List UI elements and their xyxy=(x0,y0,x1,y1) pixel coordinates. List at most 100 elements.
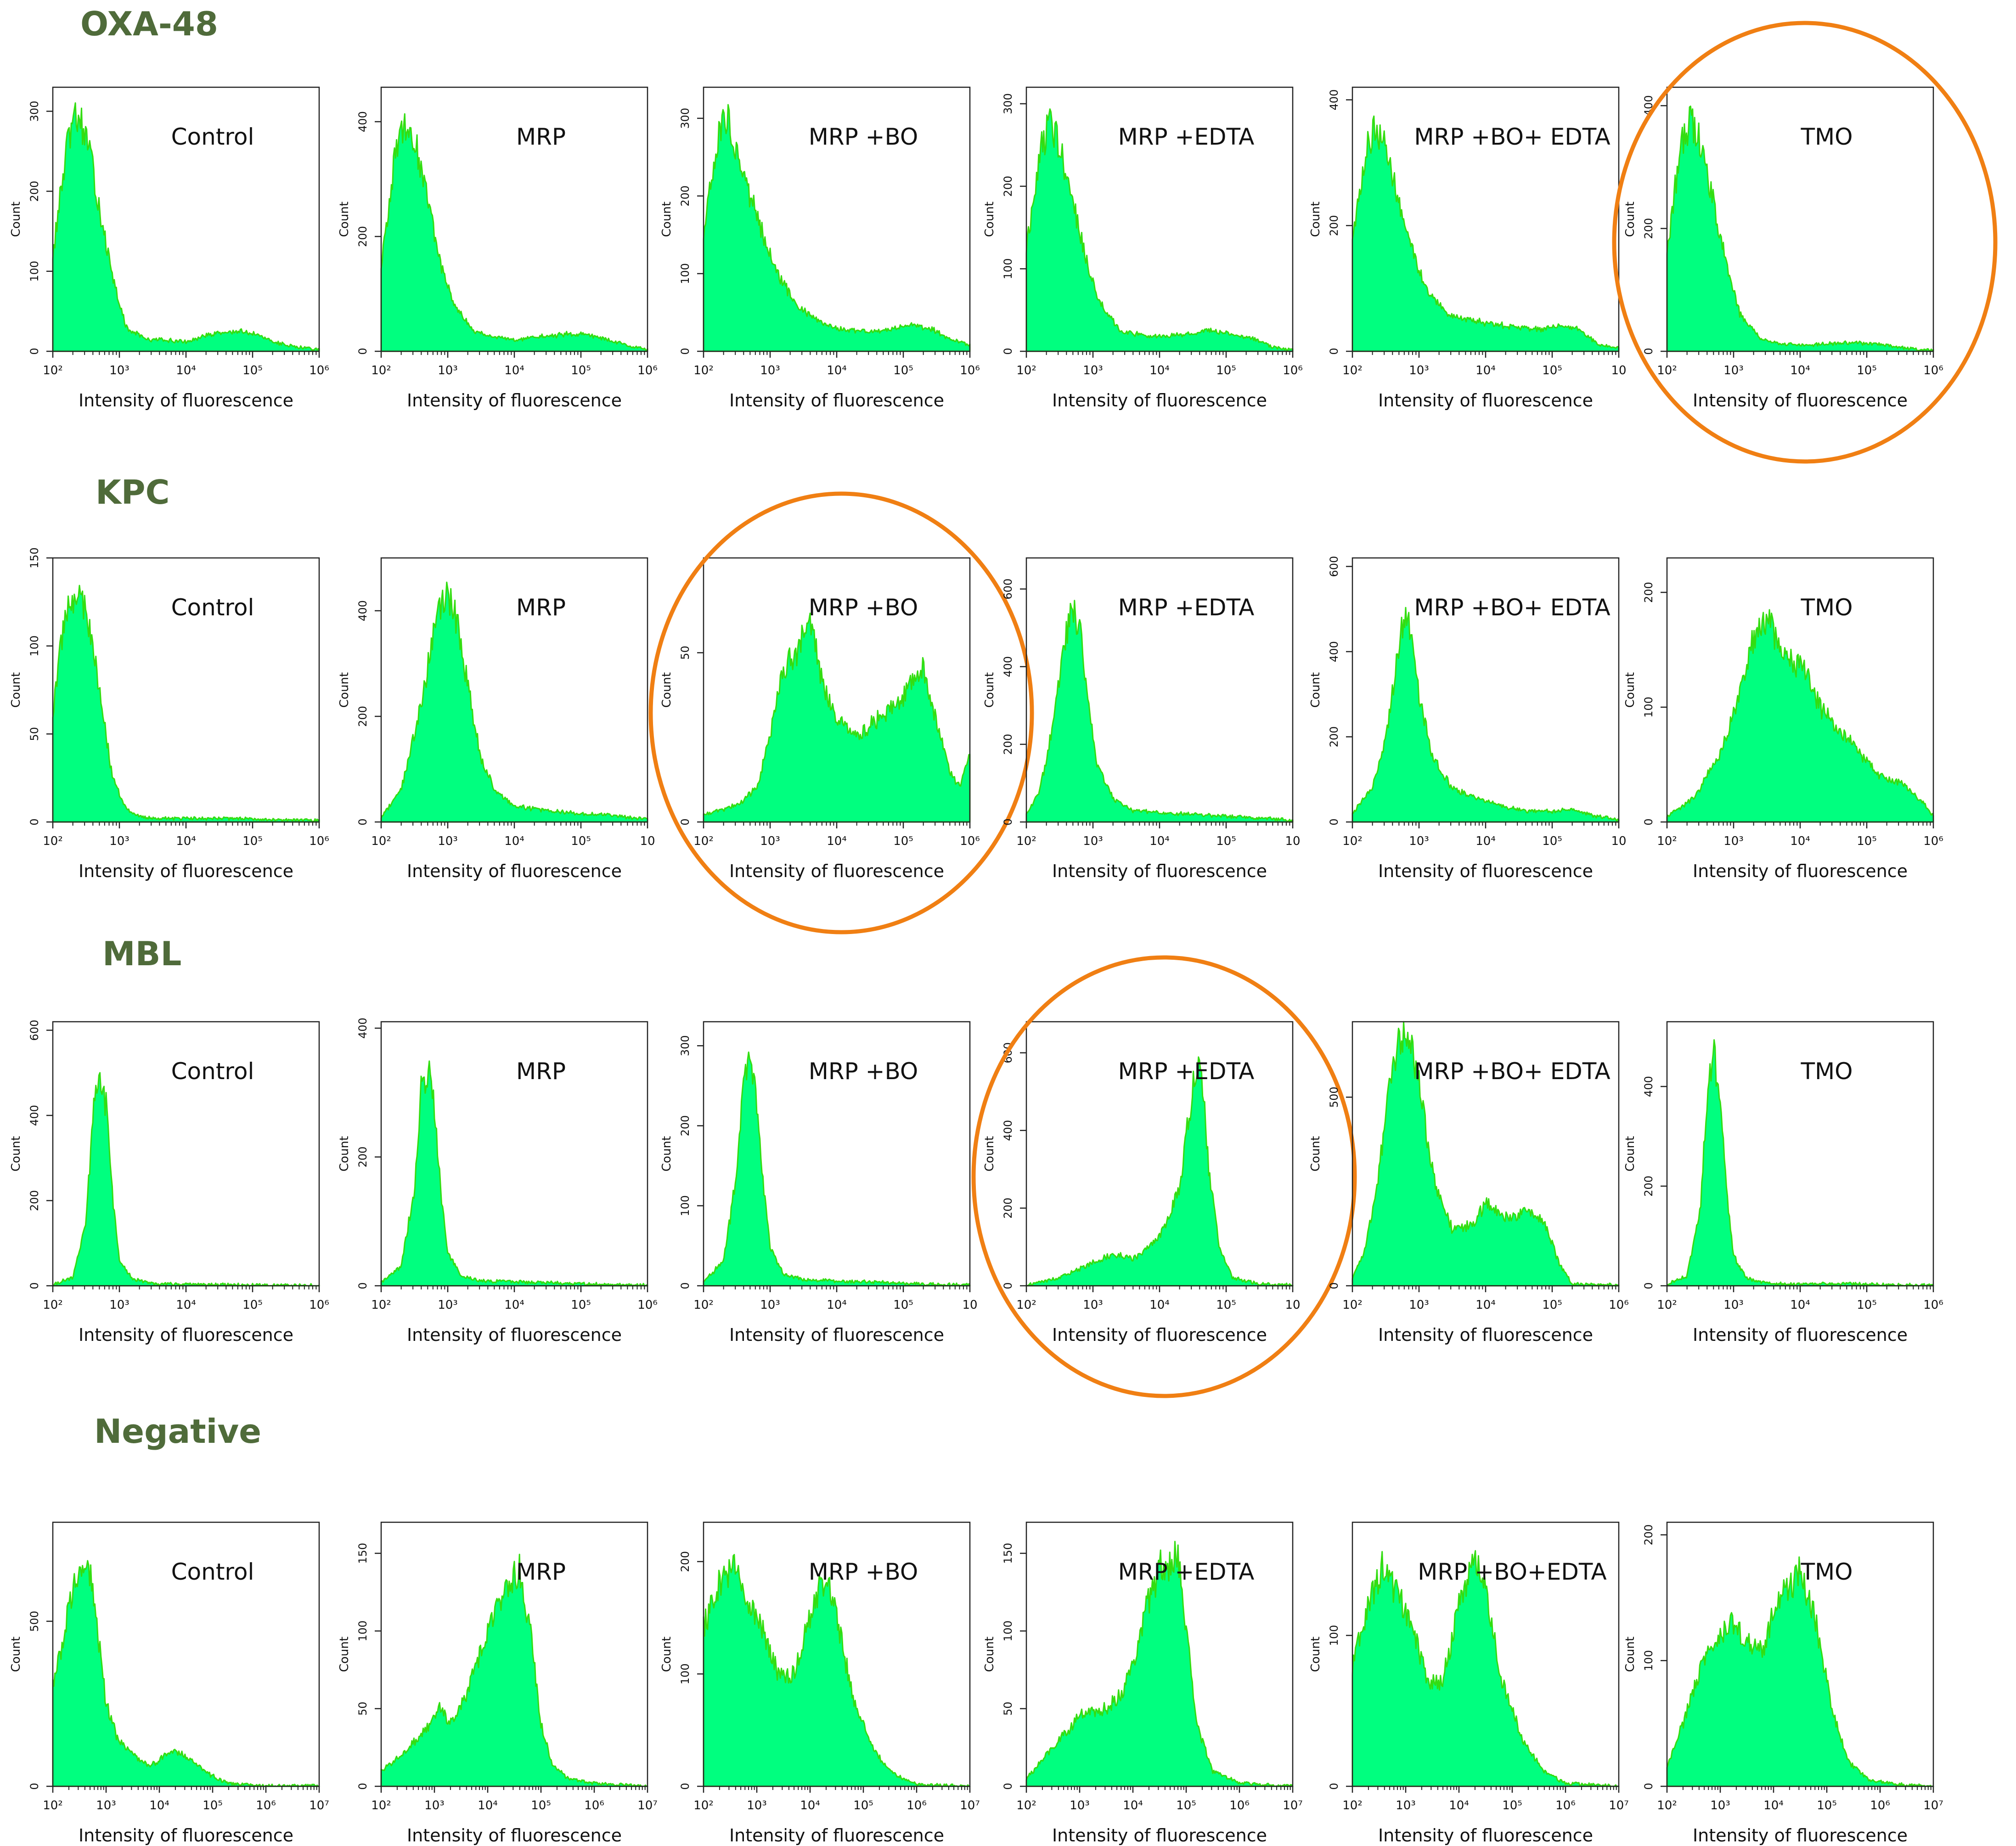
plot-frame xyxy=(52,1521,320,1787)
x-tick-label: 10⁷ xyxy=(1923,1799,1943,1812)
histogram-area xyxy=(1666,609,1934,823)
y-tick-label: 500 xyxy=(28,1611,41,1632)
y-tick-label: 0 xyxy=(1328,1783,1340,1790)
x-tick-label: 10⁶ xyxy=(1555,1799,1576,1812)
histogram-area xyxy=(1025,1056,1294,1287)
y-tick-label: 200 xyxy=(679,186,692,207)
x-tick-label: 10⁵ xyxy=(571,1298,591,1312)
y-axis-label: Count xyxy=(1623,1136,1637,1171)
plot-frame xyxy=(1352,1521,1620,1787)
x-tick-label: 10² xyxy=(693,1298,714,1312)
x-tick-label: 10⁴ xyxy=(1475,364,1496,377)
y-axis-label: Count xyxy=(660,1637,674,1672)
histogram-panel: 10² 10³ 10⁴ 10⁵ 10⁶ 10⁷ 0 50 100 150 Count Intensit… xyxy=(338,1521,658,1846)
x-tick-label: 10³ xyxy=(109,364,130,377)
x-tick-label: 10 xyxy=(640,834,655,848)
y-tick-label: 100 xyxy=(679,1663,692,1684)
y-tick-label: 400 xyxy=(1002,1120,1014,1141)
panel-title: MRP xyxy=(516,1058,566,1085)
histogram-area xyxy=(1352,607,1620,823)
x-tick-label: 10⁶ xyxy=(907,1799,927,1812)
x-axis-label: Intensity of fluorescence xyxy=(1052,1325,1267,1345)
y-tick-label: 300 xyxy=(28,101,41,122)
x-tick-label: 10² xyxy=(371,1298,391,1312)
histogram-area xyxy=(1666,1039,1934,1287)
y-tick-label: 100 xyxy=(1002,258,1014,279)
x-axis-label: Intensity of fluorescence xyxy=(407,1325,622,1345)
y-axis-label: Count xyxy=(9,1637,23,1672)
x-axis-label: Intensity of fluorescence xyxy=(1693,390,1908,411)
x-axis-label: Intensity of fluorescence xyxy=(407,390,622,411)
y-tick-label: 600 xyxy=(1328,556,1340,577)
y-tick-label: 600 xyxy=(28,1020,41,1041)
x-tick-label: 10⁵ xyxy=(571,834,591,848)
y-axis-label: Count xyxy=(983,202,997,237)
panel-title: MRP +EDTA xyxy=(1118,594,1255,621)
y-tick-label: 50 xyxy=(28,727,41,741)
y-tick-label: 0 xyxy=(1328,818,1340,825)
panel-title: MRP +BO+EDTA xyxy=(1418,1559,1606,1585)
x-tick-label: 10 xyxy=(1611,834,1626,848)
x-tick-label: 10⁵ xyxy=(1542,364,1562,377)
histogram-area xyxy=(52,102,320,352)
x-axis-label: Intensity of fluorescence xyxy=(729,1325,944,1345)
x-tick-label: 10² xyxy=(1657,1298,1677,1312)
y-tick-label: 150 xyxy=(356,1543,369,1564)
histogram-panel: 10² 10³ 10⁴ 10⁵ 10⁶ 0 500 Count Intensity of flu… xyxy=(1309,1021,1629,1345)
x-tick-label: 10⁶ xyxy=(584,1799,604,1812)
x-tick-label: 10³ xyxy=(424,1799,445,1812)
x-tick-label: 10⁴ xyxy=(1475,1298,1496,1312)
highlight-circle xyxy=(1612,21,1998,464)
x-tick-label: 10³ xyxy=(1083,834,1103,848)
panel-title: MRP +BO+ EDTA xyxy=(1414,124,1610,150)
x-tick-label: 10⁵ xyxy=(242,1298,263,1312)
histogram-area xyxy=(52,1560,320,1787)
panel-title: MRP +BO xyxy=(809,1559,918,1585)
y-tick-label: 200 xyxy=(1642,218,1655,239)
x-tick-label: 10⁵ xyxy=(893,1298,913,1312)
y-axis-label: Count xyxy=(338,672,351,708)
y-tick-label: 50 xyxy=(1002,1702,1014,1716)
x-tick-label: 10³ xyxy=(760,1298,780,1312)
y-tick-label: 0 xyxy=(1642,1783,1655,1790)
y-tick-label: 200 xyxy=(679,1551,692,1572)
y-tick-label: 0 xyxy=(679,1783,692,1790)
x-tick-label: 10² xyxy=(43,1799,63,1812)
highlight-circle xyxy=(971,955,1357,1398)
x-tick-label: 10⁴ xyxy=(1149,364,1170,377)
panel-title: MRP +EDTA xyxy=(1118,1559,1255,1585)
histogram-area xyxy=(1025,1541,1294,1787)
x-tick-label: 10⁵ xyxy=(1542,1298,1562,1312)
y-tick-label: 600 xyxy=(1002,579,1014,600)
histogram-area xyxy=(1352,1021,1620,1287)
y-tick-label: 0 xyxy=(28,1783,41,1790)
histogram-panel: 10² 10³ 10⁴ 10⁵ 10 0 200 400 Count Intensity of f… xyxy=(1309,86,1627,411)
x-tick-label: 10⁷ xyxy=(1283,1799,1303,1812)
histogram-panel: 10² 10³ 10⁴ 10⁵ 10⁶ 0 200 400 Count Intensity of … xyxy=(338,86,658,411)
panel-title: TMO xyxy=(1800,1058,1853,1085)
x-tick-label: 10³ xyxy=(1409,834,1429,848)
x-tick-label: 10⁴ xyxy=(827,364,847,377)
y-tick-label: 300 xyxy=(1002,93,1014,114)
histogram-area xyxy=(703,1554,971,1787)
panel-title: TMO xyxy=(1800,594,1853,621)
x-axis-label: Intensity of fluorescence xyxy=(729,861,944,881)
y-tick-label: 0 xyxy=(1642,348,1655,355)
panel-title: MRP xyxy=(516,1559,566,1585)
y-tick-label: 400 xyxy=(1328,641,1340,662)
y-tick-label: 100 xyxy=(1642,1650,1655,1671)
y-tick-label: 100 xyxy=(1002,1621,1014,1642)
y-tick-label: 400 xyxy=(1642,1076,1655,1097)
x-tick-label: 10⁴ xyxy=(176,364,196,377)
x-tick-label: 10⁶ xyxy=(1923,364,1943,377)
x-tick-label: 10⁶ xyxy=(1609,1298,1629,1312)
panel-title: MRP +EDTA xyxy=(1118,124,1255,150)
x-tick-label: 10⁶ xyxy=(637,364,658,377)
histogram-panel: 10² 10³ 10⁴ 10⁵ 10⁶ 10⁷ 0 100 Count Intensity of … xyxy=(1309,1521,1629,1846)
x-tick-label: 10⁷ xyxy=(309,1799,329,1812)
x-axis-label: Intensity of fluorescence xyxy=(79,861,293,881)
x-tick-label: 10⁴ xyxy=(827,1298,847,1312)
y-tick-label: 200 xyxy=(1642,582,1655,603)
